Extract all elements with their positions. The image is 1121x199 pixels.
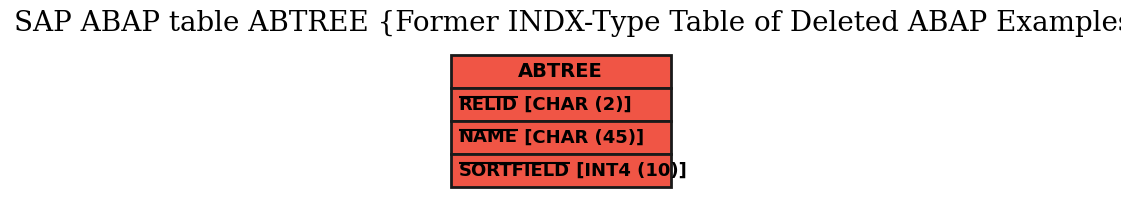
Text: ABTREE: ABTREE bbox=[518, 62, 603, 81]
Bar bbox=[451, 154, 670, 187]
Text: [CHAR (45)]: [CHAR (45)] bbox=[518, 129, 643, 146]
Text: RELID: RELID bbox=[458, 96, 518, 113]
Text: SORTFIELD: SORTFIELD bbox=[458, 162, 569, 179]
Text: SAP ABAP table ABTREE {Former INDX-Type Table of Deleted ABAP Examples}: SAP ABAP table ABTREE {Former INDX-Type … bbox=[13, 10, 1121, 37]
Bar bbox=[451, 121, 670, 154]
Text: NAME: NAME bbox=[458, 129, 518, 146]
Text: [CHAR (2)]: [CHAR (2)] bbox=[518, 96, 631, 113]
Bar bbox=[451, 55, 670, 88]
Bar bbox=[451, 88, 670, 121]
Text: [INT4 (10)]: [INT4 (10)] bbox=[569, 162, 686, 179]
